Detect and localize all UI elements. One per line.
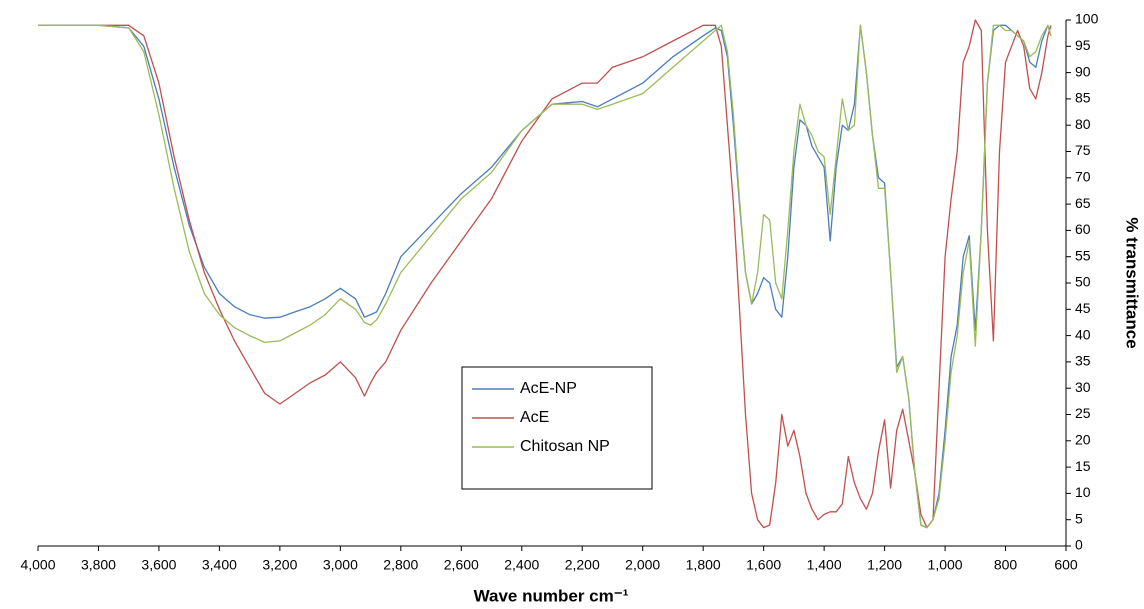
x-tick-label: 3,200 <box>262 557 297 573</box>
y-tick-label: 75 <box>1075 142 1091 158</box>
x-tick-label: 600 <box>1054 557 1078 573</box>
x-tick-label: 2,200 <box>565 557 600 573</box>
x-tick-label: 1,600 <box>746 557 781 573</box>
x-tick-label: 2,600 <box>444 557 479 573</box>
x-tick-label: 1,800 <box>686 557 721 573</box>
y-tick-label: 60 <box>1075 221 1091 237</box>
y-tick-label: 90 <box>1075 63 1091 79</box>
y-tick-label: 0 <box>1075 537 1083 553</box>
x-tick-label: 1,000 <box>928 557 963 573</box>
series-line <box>38 19 1052 529</box>
y-tick-label: 10 <box>1075 484 1091 500</box>
x-tick-label: 2,800 <box>383 557 418 573</box>
y-tick-label: 20 <box>1075 432 1091 448</box>
legend-label: Chitosan NP <box>520 438 610 455</box>
y-tick-label: 65 <box>1075 195 1091 211</box>
x-tick-label: 800 <box>994 557 1018 573</box>
y-tick-label: 70 <box>1075 169 1091 185</box>
series-line <box>38 24 1052 529</box>
legend: AcE-NP AcE Chitosan NP <box>461 366 653 490</box>
y-tick-label: 50 <box>1075 274 1091 290</box>
y-axis-title: % transmittance <box>1123 217 1142 348</box>
x-tick-label: 1,200 <box>867 557 902 573</box>
series-line <box>38 24 1052 529</box>
x-tick-label: 2,400 <box>504 557 539 573</box>
y-tick-label: 80 <box>1075 116 1091 132</box>
x-tick-label: 3,800 <box>81 557 116 573</box>
y-tick-label: 45 <box>1075 300 1091 316</box>
y-tick-label: 25 <box>1075 405 1091 421</box>
legend-label: AcE <box>520 409 549 426</box>
legend-label: AcE-NP <box>520 380 577 397</box>
y-tick-label: 15 <box>1075 458 1091 474</box>
y-tick-label: 35 <box>1075 353 1091 369</box>
x-tick-label: 4,000 <box>20 557 55 573</box>
y-tick-label: 5 <box>1075 510 1083 526</box>
x-tick-label: 3,000 <box>323 557 358 573</box>
x-tick-label: 3,600 <box>141 557 176 573</box>
x-tick-label: 2,000 <box>625 557 660 573</box>
y-tick-label: 100 <box>1075 11 1099 27</box>
x-tick-label: 1,400 <box>807 557 842 573</box>
y-tick-label: 85 <box>1075 90 1091 106</box>
y-tick-label: 55 <box>1075 247 1091 263</box>
x-axis-title: Wave number cm⁻¹ <box>474 586 629 605</box>
y-tick-label: 30 <box>1075 379 1091 395</box>
y-tick-label: 95 <box>1075 37 1091 53</box>
legend-box <box>461 366 653 490</box>
x-tick-label: 3,400 <box>202 557 237 573</box>
y-tick-label: 40 <box>1075 326 1091 342</box>
